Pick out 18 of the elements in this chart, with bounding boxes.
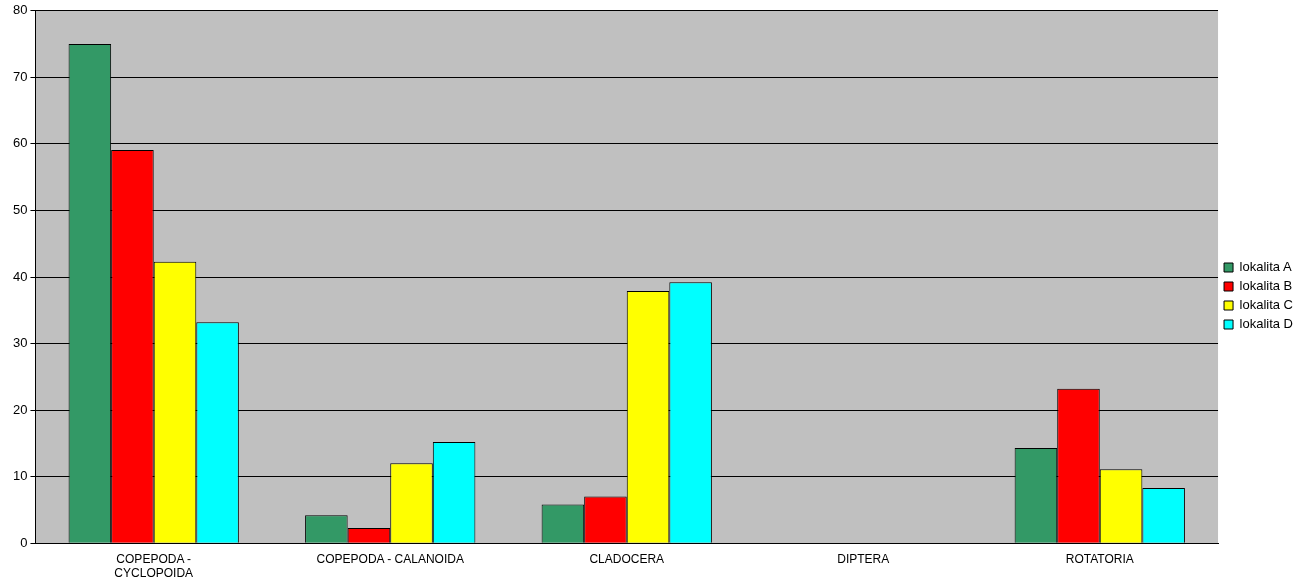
x-tick-label: ROTATORIA	[1065, 551, 1134, 566]
y-tick-label: 20	[12, 401, 28, 417]
y-tick-label: 10	[12, 468, 28, 484]
y-tick-label: 70	[12, 68, 28, 84]
legend-label: lokalita D	[1239, 316, 1293, 332]
x-tick-label: COPEPODA - CYCLOPOIDA	[114, 551, 194, 581]
legend-label: lokalita C	[1239, 297, 1293, 313]
x-tick-label: CLADOCERA	[589, 551, 665, 566]
y-tick-label: 30	[12, 335, 28, 351]
legend-label: lokalita B	[1239, 278, 1293, 294]
y-tick-label: 80	[12, 2, 28, 18]
y-tick-label: 40	[12, 268, 28, 284]
legend-label: lokalita A	[1239, 259, 1292, 275]
y-tick-label: 50	[12, 202, 28, 218]
y-tick-label: 0	[20, 534, 28, 550]
x-tick-label: COPEPODA - CALANOIDA	[316, 551, 464, 566]
x-tick-label: DIPTERA	[837, 551, 890, 566]
y-tick-label: 60	[12, 135, 28, 151]
